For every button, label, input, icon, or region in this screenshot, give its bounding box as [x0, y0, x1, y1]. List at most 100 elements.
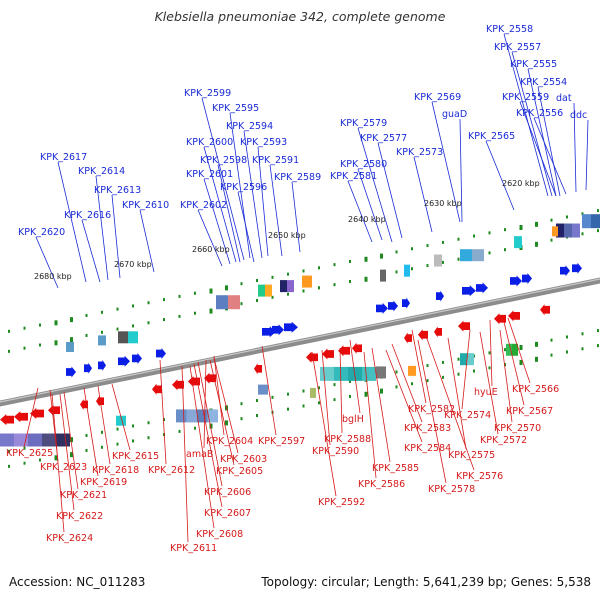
reverse-gene-arrow [172, 379, 184, 391]
reverse-gene-label: KPK_2607 [204, 508, 251, 519]
feature-block [216, 295, 228, 310]
kbp-label: 2640 kbp [348, 215, 386, 224]
feature-block [591, 214, 600, 229]
tick-mark [581, 332, 584, 336]
forward-leader [357, 127, 393, 243]
forward-gene-label: dat [556, 93, 572, 104]
tick-mark [488, 351, 491, 355]
tick-mark [23, 446, 26, 450]
tick-mark [39, 343, 41, 347]
tick-mark [566, 350, 568, 354]
reverse-gene-label: KPK_2588 [324, 434, 371, 445]
tick-mark [597, 344, 599, 348]
reverse-gene-label: KPK_2612 [148, 465, 195, 476]
forward-gene-label: KPK_2579 [340, 118, 387, 129]
tick-mark [116, 442, 119, 446]
tick-mark [535, 356, 538, 362]
tick-mark [488, 251, 491, 255]
forward-leader [537, 86, 561, 197]
feature-block [434, 254, 442, 267]
tick-mark [426, 244, 429, 248]
tick-mark [70, 317, 73, 323]
reverse-gene-arrow [434, 326, 442, 338]
tick-mark [473, 234, 475, 238]
reverse-leader [447, 337, 467, 450]
reverse-leader [339, 347, 343, 434]
tick-mark [364, 276, 368, 282]
reverse-leader [349, 339, 361, 414]
tick-mark [457, 372, 460, 376]
feature-block [556, 223, 564, 238]
reverse-gene-arrow [352, 342, 362, 354]
tick-mark [194, 291, 196, 295]
tick-mark [240, 302, 243, 306]
reverse-gene-arrow [0, 414, 14, 426]
tick-mark [8, 329, 10, 333]
feature-blocks [0, 214, 600, 447]
tick-mark [116, 427, 119, 431]
tick-mark [271, 295, 274, 299]
reverse-gene-label: KPK_2618 [92, 465, 139, 476]
feature-block [42, 433, 56, 447]
reverse-leader [213, 355, 225, 436]
tick-mark [70, 437, 73, 443]
tick-mark [426, 379, 429, 383]
forward-gene-label: KPK_2601 [186, 169, 233, 180]
tick-mark [225, 420, 228, 426]
tick-mark [54, 340, 58, 346]
feature-block [128, 331, 138, 344]
forward-gene-arrow [388, 300, 398, 312]
reverse-gene-label: KPK_2624 [46, 533, 93, 544]
tick-mark [581, 212, 584, 216]
forward-leader [81, 219, 101, 283]
forward-gene-arrow [560, 265, 570, 277]
feature-block [98, 335, 106, 346]
reverse-gene-label: KPK_2583 [404, 423, 451, 434]
forward-gene-label: KPK_2569 [414, 92, 461, 103]
tick-mark [287, 292, 289, 296]
tick-mark [395, 385, 398, 389]
reverse-gene-label: KPK_2574 [444, 410, 491, 421]
forward-gene-label: KPK_2573 [396, 147, 443, 158]
tick-mark [318, 286, 320, 290]
kbp-scale: 2620 kbp 2630 kbp 2640 kbp 2650 kbp 2660 kbp… [34, 179, 540, 281]
reverse-gene-label: KPK_2603 [220, 454, 267, 465]
tick-mark [349, 379, 351, 383]
reverse-gene-label: KPK_2566 [512, 384, 559, 395]
tick-mark [23, 346, 26, 350]
feature-block [582, 214, 591, 229]
tick-mark [457, 357, 460, 361]
reverse-gene-label: KPK_2622 [56, 511, 103, 522]
reverse-gene-arrow [404, 332, 412, 344]
reverse-gene-arrow [254, 363, 262, 375]
forward-gene-arrow [156, 348, 166, 360]
feature-block [302, 275, 312, 288]
feature-block [310, 387, 316, 398]
reverse-gene-arrow [494, 313, 506, 325]
forward-leader [527, 68, 557, 197]
tick-mark [8, 464, 10, 468]
forward-leader [139, 209, 155, 273]
tick-mark [240, 282, 243, 286]
forward-leader [243, 130, 263, 259]
reverse-gene-arrow [508, 310, 520, 322]
tick-mark [178, 294, 181, 298]
forward-gene-arrow [522, 272, 532, 284]
tick-mark [54, 320, 58, 326]
feature-block [56, 433, 70, 447]
forward-gene-arrow [572, 262, 582, 274]
tick-mark [411, 247, 413, 251]
forward-gene-label: KPK_2580 [340, 159, 387, 170]
tick-mark [54, 455, 58, 461]
forward-leader [511, 51, 553, 197]
kbp-label: 2660 kbp [192, 245, 230, 254]
genome-backbone [0, 277, 600, 407]
reverse-gene-label: KPK_2625 [6, 448, 53, 459]
tick-mark [442, 360, 444, 364]
reverse-leader [97, 385, 111, 465]
tick-mark [550, 338, 553, 342]
feature-block [376, 366, 386, 379]
feature-block [258, 284, 265, 297]
reverse-leader [507, 317, 531, 384]
reverse-gene-label: KPK_2623 [40, 462, 87, 473]
